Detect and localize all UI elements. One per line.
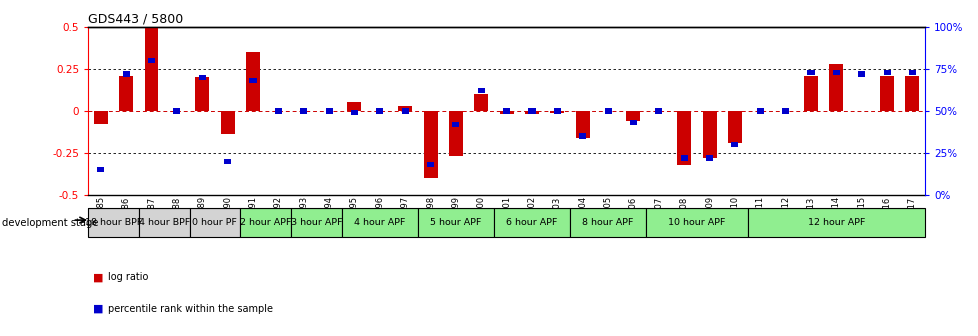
Bar: [290, 208, 341, 237]
Bar: [879, 76, 893, 111]
Text: 3 hour APF: 3 hour APF: [290, 218, 341, 227]
Bar: [148, 58, 155, 63]
Bar: [398, 106, 412, 111]
Bar: [494, 208, 569, 237]
Bar: [190, 208, 240, 237]
Bar: [604, 108, 611, 114]
Text: 8 hour APF: 8 hour APF: [582, 218, 633, 227]
Text: 5 hour APF: 5 hour APF: [429, 218, 481, 227]
Bar: [731, 142, 737, 147]
Bar: [908, 70, 915, 75]
Bar: [401, 108, 408, 114]
Text: 2 hour APF: 2 hour APF: [240, 218, 291, 227]
Bar: [781, 108, 788, 114]
Bar: [97, 167, 105, 172]
Bar: [626, 111, 640, 121]
Text: log ratio: log ratio: [108, 272, 148, 282]
Text: 4 hour BPF: 4 hour BPF: [139, 218, 190, 227]
Text: GDS443 / 5800: GDS443 / 5800: [88, 13, 183, 26]
Bar: [350, 110, 358, 115]
Bar: [803, 76, 818, 111]
Text: 12 hour APF: 12 hour APF: [807, 218, 865, 227]
Bar: [423, 111, 437, 178]
Bar: [418, 208, 494, 237]
Bar: [119, 76, 133, 111]
Bar: [654, 108, 662, 114]
Text: 6 hour APF: 6 hour APF: [506, 218, 557, 227]
Bar: [569, 208, 645, 237]
Bar: [347, 102, 361, 111]
Bar: [139, 208, 190, 237]
Bar: [858, 71, 865, 77]
Bar: [575, 111, 589, 138]
Bar: [449, 111, 463, 156]
Bar: [828, 64, 842, 111]
Text: percentile rank within the sample: percentile rank within the sample: [108, 304, 273, 314]
Bar: [240, 208, 290, 237]
Bar: [629, 120, 637, 125]
Bar: [452, 122, 459, 127]
Bar: [275, 108, 282, 114]
Bar: [300, 108, 307, 114]
Bar: [122, 71, 129, 77]
Bar: [677, 111, 690, 165]
Bar: [426, 162, 433, 167]
Bar: [554, 108, 560, 114]
Bar: [224, 159, 231, 164]
Bar: [199, 75, 205, 80]
Bar: [528, 108, 535, 114]
Bar: [145, 27, 158, 111]
Bar: [220, 111, 235, 134]
Bar: [680, 155, 687, 161]
Bar: [832, 70, 839, 75]
Bar: [477, 88, 484, 93]
Bar: [88, 208, 139, 237]
Bar: [807, 70, 814, 75]
Bar: [524, 111, 539, 114]
Text: 10 hour APF: 10 hour APF: [668, 218, 725, 227]
Bar: [550, 111, 563, 113]
Text: 4 hour APF: 4 hour APF: [354, 218, 405, 227]
Bar: [702, 111, 716, 158]
Text: ■: ■: [93, 272, 104, 282]
Text: development stage: development stage: [2, 218, 99, 228]
Bar: [503, 108, 510, 114]
Bar: [473, 94, 488, 111]
Bar: [499, 111, 513, 114]
Text: 0 hour PF: 0 hour PF: [193, 218, 237, 227]
Bar: [645, 208, 747, 237]
Bar: [341, 208, 418, 237]
Bar: [728, 111, 741, 143]
Bar: [195, 77, 209, 111]
Bar: [249, 78, 256, 83]
Bar: [245, 52, 260, 111]
Text: 18 hour BPF: 18 hour BPF: [85, 218, 142, 227]
Bar: [883, 70, 890, 75]
Bar: [326, 108, 333, 114]
Bar: [705, 155, 712, 161]
Text: ■: ■: [93, 304, 104, 314]
Bar: [376, 108, 383, 114]
Bar: [94, 111, 108, 124]
Bar: [579, 133, 586, 139]
Bar: [905, 76, 918, 111]
Bar: [756, 108, 763, 114]
Bar: [173, 108, 180, 114]
Bar: [747, 208, 924, 237]
